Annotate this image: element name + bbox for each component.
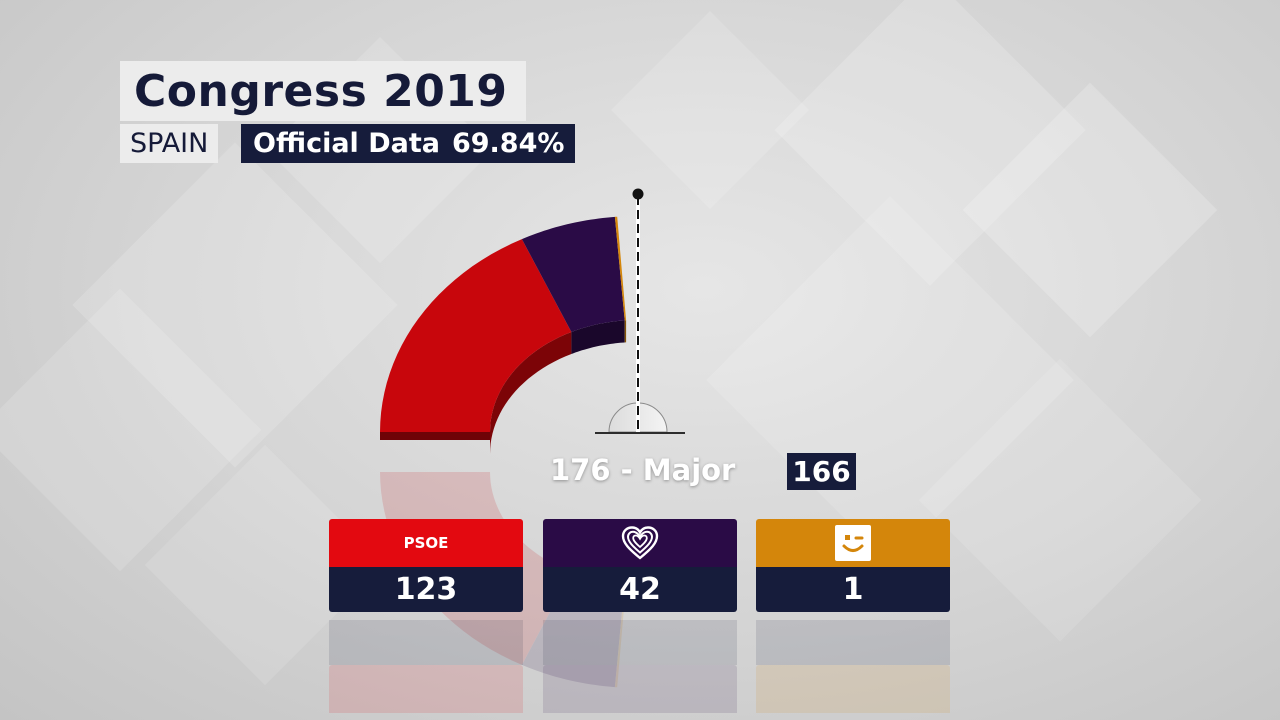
card-reflection-psoe <box>329 620 523 720</box>
party-card-3: 1 <box>756 519 950 612</box>
party-header-psoe: PSOE <box>329 519 523 567</box>
card-reflection-3 <box>756 620 950 720</box>
data-status-badge: Official Data 69.84% <box>241 124 576 163</box>
seats-total-badge: 166 <box>787 453 856 490</box>
arc-sides <box>380 320 627 454</box>
party-header-2 <box>543 519 737 567</box>
arc-side-party-2 <box>571 320 625 354</box>
page-title: Congress 2019 <box>120 61 526 121</box>
arc-segment-party-3 <box>614 216 627 321</box>
party-card-psoe: PSOE 123 <box>329 519 523 612</box>
party-card-2: 42 <box>543 519 737 612</box>
majority-line-tip <box>632 188 644 200</box>
arc-segments <box>380 216 627 432</box>
data-status-label: Official Data <box>253 128 440 159</box>
majority-marker <box>595 188 685 434</box>
heart-icon <box>621 526 659 560</box>
arc-base-face <box>380 432 490 440</box>
party-seats-psoe: 123 <box>329 567 523 612</box>
party-seats-3: 1 <box>756 567 950 612</box>
party-label-psoe: PSOE <box>403 534 449 552</box>
party-seats-2: 42 <box>543 567 737 612</box>
majority-label: 176 - Major <box>550 453 736 487</box>
arc-segment-psoe <box>380 239 572 432</box>
smile-icon <box>835 525 871 561</box>
party-header-3 <box>756 519 950 567</box>
arc-segment-party-2 <box>521 216 625 332</box>
arc-side-party-3 <box>624 320 627 343</box>
region-label: SPAIN <box>120 124 219 163</box>
counted-percentage: 69.84% <box>451 128 565 159</box>
card-reflection-2 <box>543 620 737 720</box>
arc-side-psoe <box>490 332 572 454</box>
